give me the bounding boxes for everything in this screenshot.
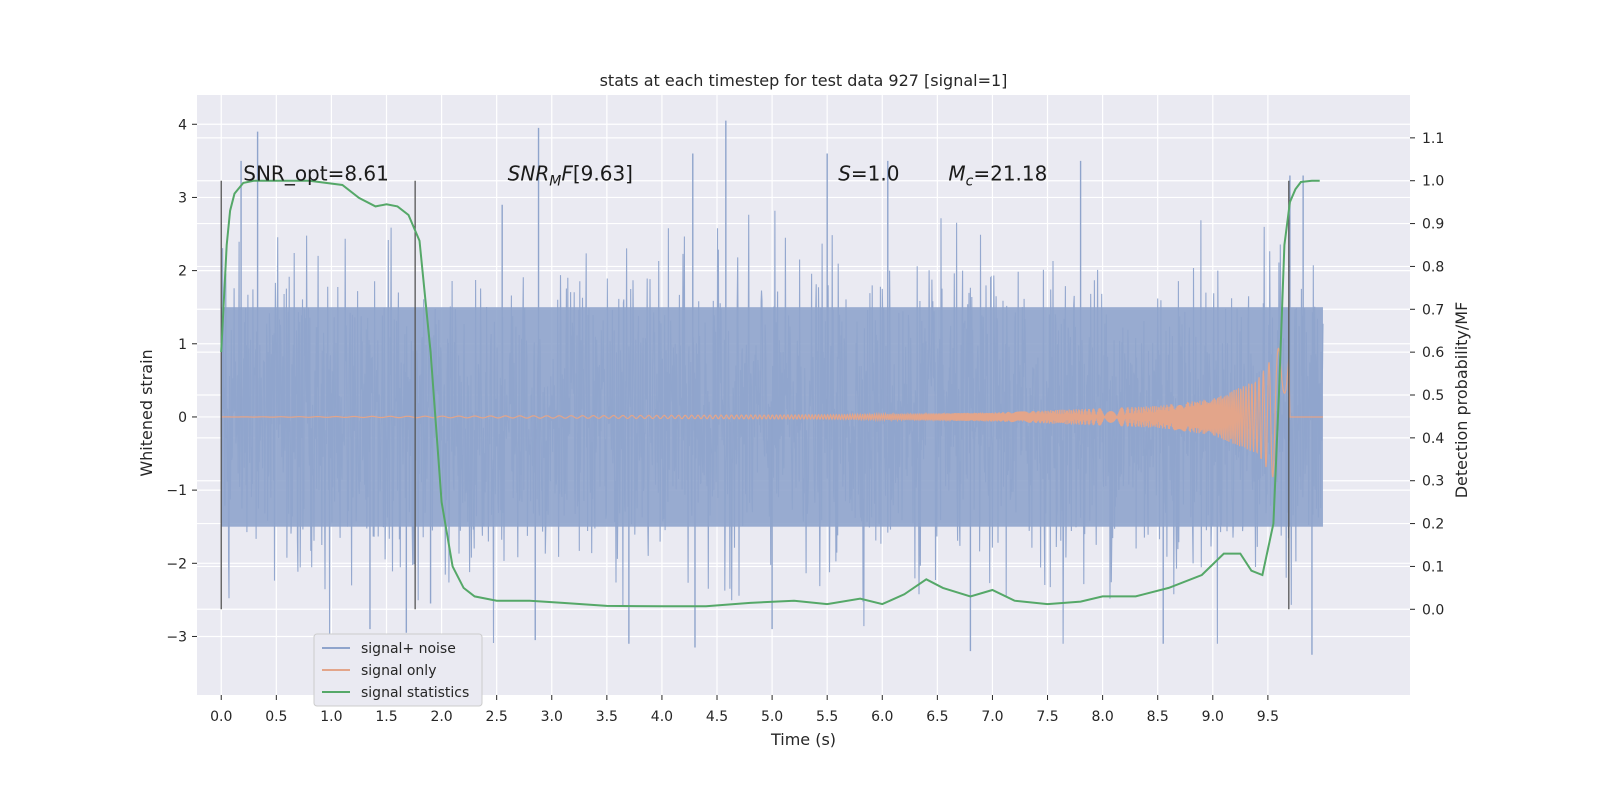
annotation-snr-mf: SNRMF[9.63] — [508, 162, 633, 190]
x-tick-label: 0.0 — [210, 709, 232, 725]
y-tick-label: 2 — [178, 264, 187, 280]
axis-ticks: 0.0 0.5 1.0 1.5 2.0 2.5 3.0 3.5 4.0 4.5 5.0 5.5 6.0 6… — [166, 117, 1444, 725]
annotations: SNR_opt=8.61 SNRMF[9.63] S=1.0 Mc=21.18 — [243, 162, 1047, 190]
legend-item-signal-noise: signal+ noise — [322, 641, 456, 657]
legend-item-signal-statistics: signal statistics — [322, 685, 469, 701]
signal-statistics-line — [220, 179, 1320, 608]
y-right-tick-label: 1.0 — [1422, 174, 1444, 190]
y-right-tick-label: 0.5 — [1422, 388, 1444, 404]
annotation-s: S=1.0 — [838, 162, 899, 186]
y-tick-label: 4 — [178, 117, 187, 133]
x-tick-label: 7.0 — [981, 709, 1003, 725]
x-tick-label: 1.0 — [320, 709, 342, 725]
legend-label-signal-statistics: signal statistics — [361, 685, 469, 701]
y-right-tick-label: 0.1 — [1422, 559, 1444, 575]
y-tick-label: −3 — [166, 629, 187, 645]
x-tick-label: 6.5 — [926, 709, 948, 725]
legend: signal+ noise signal only signal statist… — [313, 633, 483, 707]
x-tick-label: 0.5 — [265, 709, 287, 725]
x-tick-label: 1.5 — [375, 709, 397, 725]
x-axis-label: Time (s) — [770, 730, 836, 749]
legend-box — [313, 633, 483, 707]
x-tick-label: 9.0 — [1202, 709, 1224, 725]
y-tick-label: 1 — [178, 337, 187, 353]
x-tick-label: 8.0 — [1091, 709, 1113, 725]
x-tick-label: 3.0 — [541, 709, 563, 725]
x-tick-label: 5.5 — [816, 709, 838, 725]
y-right-tick-label: 0.7 — [1422, 302, 1444, 318]
legend-label-signal-only: signal only — [361, 663, 436, 679]
x-tick-label: 9.5 — [1257, 709, 1279, 725]
x-tick-label: 4.0 — [651, 709, 673, 725]
x-tick-label: 8.5 — [1147, 709, 1169, 725]
y-tick-label: −1 — [166, 483, 187, 499]
y-right-tick-label: 0.4 — [1422, 431, 1444, 447]
x-tick-label: 5.0 — [761, 709, 783, 725]
y-tick-label: −2 — [166, 556, 187, 572]
vertical-markers — [220, 180, 1290, 610]
y-right-tick-label: 0.6 — [1422, 345, 1444, 361]
x-tick-label: 4.5 — [706, 709, 728, 725]
y-right-tick-label: 0.9 — [1422, 217, 1444, 233]
x-tick-label: 2.5 — [486, 709, 508, 725]
signal-only-line — [221, 347, 1323, 478]
annotation-mc: Mc=21.18 — [948, 162, 1047, 190]
x-tick-label: 7.5 — [1036, 709, 1058, 725]
y-right-tick-label: 0.0 — [1422, 602, 1444, 618]
legend-label-signal-noise: signal+ noise — [361, 641, 456, 657]
signal-only-series — [221, 347, 1323, 478]
y-tick-label: 0 — [178, 410, 187, 426]
annotation-snr-opt: SNR_opt=8.61 — [243, 162, 389, 186]
y-right-tick-label: 1.1 — [1422, 131, 1444, 147]
signal-statistics-series — [220, 179, 1320, 608]
y-axis-label-right: Detection probability/MF — [1452, 302, 1471, 499]
y-right-tick-label: 0.2 — [1422, 517, 1444, 533]
legend-item-signal-only: signal only — [322, 663, 436, 679]
y-right-tick-label: 0.3 — [1422, 474, 1444, 490]
y-axis-label: Whitened strain — [137, 349, 156, 476]
chart-title: stats at each timestep for test data 927… — [600, 71, 1008, 90]
x-tick-label: 6.0 — [871, 709, 893, 725]
y-right-tick-label: 0.8 — [1422, 259, 1444, 275]
y-tick-label: 3 — [178, 190, 187, 206]
x-tick-label: 3.5 — [596, 709, 618, 725]
x-tick-label: 2.0 — [430, 709, 452, 725]
